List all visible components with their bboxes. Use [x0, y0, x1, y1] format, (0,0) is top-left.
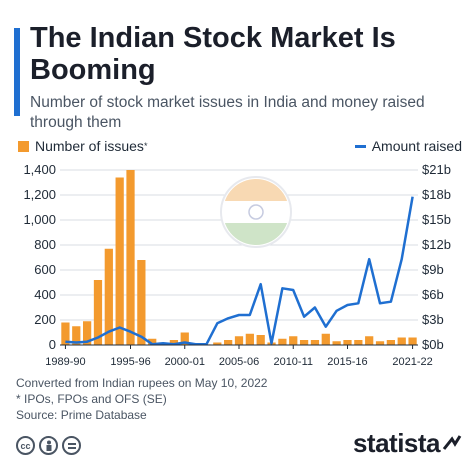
cc-icon: cc [16, 436, 35, 455]
bar-issues [126, 170, 135, 345]
no-derivatives-icon [62, 436, 81, 455]
attribution-icon [39, 436, 58, 455]
y-left-tick-label: 0 [49, 337, 56, 352]
legend-bars-swatch [18, 140, 29, 152]
x-tick-label: 1989-90 [45, 356, 85, 368]
line-amount-raised [65, 196, 414, 346]
y-right-tick-label: $21b [422, 162, 451, 177]
bar-issues [245, 333, 254, 345]
bar-issues [375, 341, 385, 345]
bar-issues [289, 336, 298, 345]
bar-issues [180, 332, 189, 345]
brand-name: statista [352, 428, 441, 458]
x-tick-label: 2021-22 [392, 356, 432, 368]
bar-issues [299, 340, 309, 345]
bar-issues [169, 340, 179, 345]
india-flag-icon [220, 176, 292, 248]
y-left-tick-label: 400 [34, 287, 56, 302]
bar-issues [386, 340, 396, 345]
y-left-tick-label: 1,400 [23, 162, 56, 177]
legend-line-swatch [354, 144, 366, 148]
license-icons: cc [16, 436, 81, 455]
y-left-tick-label: 600 [34, 262, 56, 277]
legend-bars-label: Number of issues [35, 138, 144, 154]
footnote-converted: Converted from Indian rupees on May 10, … [16, 376, 268, 390]
bar-issues [332, 341, 341, 345]
y-left-tick-label: 1,200 [23, 187, 56, 202]
footnote-source: Source: Prime Database [16, 408, 147, 422]
bar-issues [213, 342, 222, 345]
x-tick-label: 2005-06 [219, 356, 259, 368]
y-left-tick-label: 800 [34, 237, 56, 252]
y-right-tick-label: $18b [422, 187, 451, 202]
statista-logo-icon [442, 435, 462, 450]
x-tick-label: 2015-16 [327, 356, 367, 368]
bar-issues [365, 336, 374, 345]
x-tick-label: 1995-96 [110, 356, 150, 368]
bar-issues [343, 340, 352, 345]
bar-issues [93, 280, 103, 345]
chart: 0 $0b 200 $3b 400 $6b 600 $9b 800 $12b 1,000 $15b 1,… [23, 162, 451, 368]
legend-line: Amount raised [354, 138, 462, 154]
y-right-tick-label: $12b [422, 237, 451, 252]
bar-issues [234, 336, 244, 345]
y-left-tick-label: 200 [34, 312, 56, 327]
y-right-tick-label: $9b [422, 262, 444, 277]
bar-issues [310, 340, 320, 345]
bar-issues [137, 260, 146, 345]
footnote-note: * IPOs, FPOs and OFS (SE) [16, 392, 167, 406]
bar-issues [278, 338, 287, 345]
bar-issues [61, 322, 70, 345]
bar-issues [224, 340, 233, 345]
bar-issues [408, 337, 417, 345]
y-right-tick-label: $15b [422, 212, 451, 227]
chart-title: The Indian Stock Market Is Booming [30, 22, 396, 86]
bar-issues [397, 337, 406, 345]
bar-issues [354, 340, 363, 345]
y-right-tick-label: $6b [422, 287, 444, 302]
y-right-tick-label: $0b [422, 337, 444, 352]
bar-issues [148, 338, 157, 345]
bar-issues [72, 326, 81, 345]
legend-bars-marker: * [143, 141, 148, 151]
bar-issues [256, 335, 265, 345]
x-tick-label: 2010-11 [273, 356, 313, 368]
y-right-tick-label: $3b [422, 312, 444, 327]
y-left-tick-label: 1,000 [23, 212, 56, 227]
legend-line-label: Amount raised [371, 138, 462, 154]
bar-issues [321, 333, 330, 345]
bar-issues [115, 177, 124, 345]
chart-subtitle: Number of stock market issues in India a… [30, 94, 425, 131]
bar-issues [104, 248, 113, 345]
accent-bar [14, 28, 20, 116]
bar-issues [82, 321, 92, 345]
legend-bars: Number of issues * [18, 138, 147, 154]
x-tick-label: 2000-01 [165, 356, 205, 368]
